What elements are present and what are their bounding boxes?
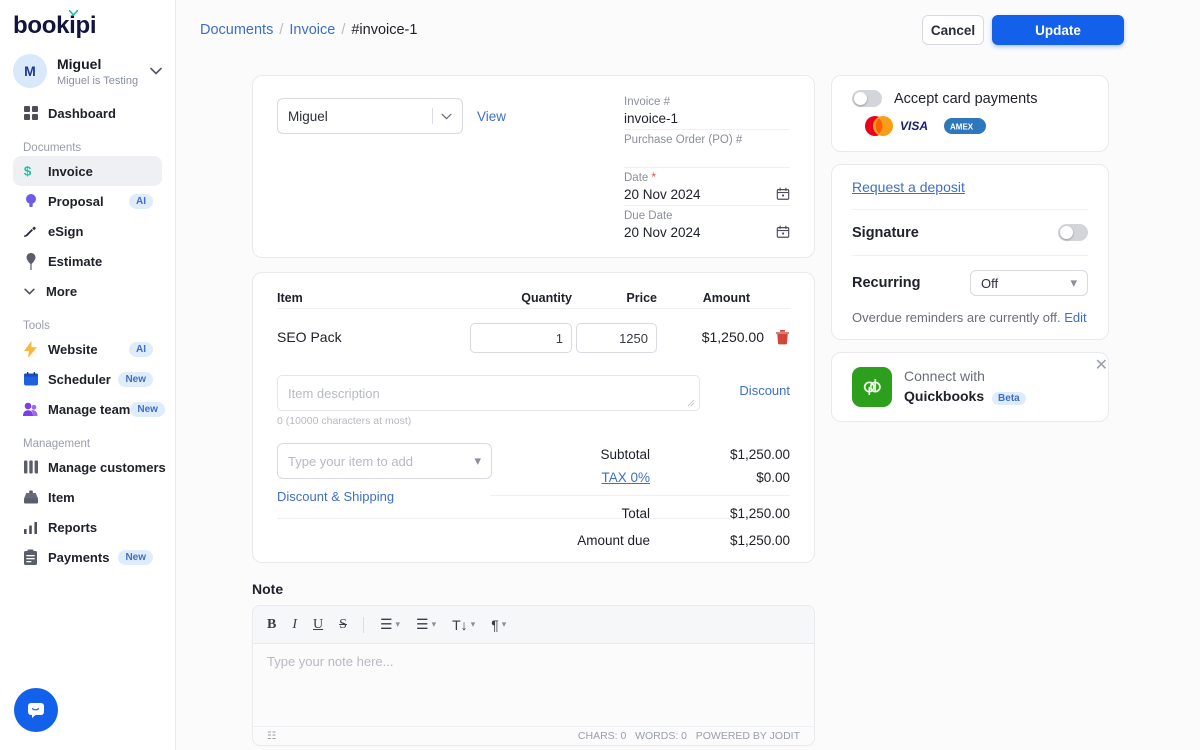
svg-text:VISA: VISA (900, 119, 928, 133)
svg-text:AMEX: AMEX (950, 123, 974, 132)
svg-text:$: $ (24, 164, 32, 179)
